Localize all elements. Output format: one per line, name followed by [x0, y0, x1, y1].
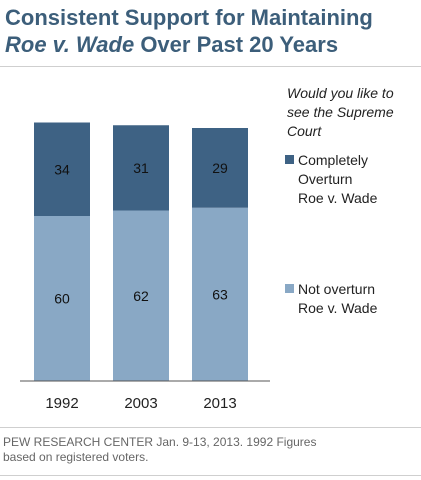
data-label-not-overturn-2013: 63	[212, 286, 228, 302]
data-label-overturn-1992: 34	[54, 161, 70, 177]
x-tick-label-1992: 1992	[45, 395, 78, 412]
chart-title: Consistent Support for Maintaining Roe v…	[5, 4, 417, 58]
data-label-overturn-2003: 31	[133, 160, 149, 176]
x-tick-labels: 1992 2003 2013	[45, 395, 236, 412]
data-label-not-overturn-2003: 62	[133, 288, 149, 304]
legend-question: Would you like to see the Supreme Court	[287, 85, 394, 139]
source-note: PEW RESEARCH CENTER Jan. 9-13, 2013. 199…	[3, 435, 317, 464]
data-label-overturn-2013: 29	[212, 160, 228, 176]
footer-divider	[0, 475, 421, 476]
top-divider	[0, 66, 421, 67]
legend-label-overturn: Completely Overturn Roe v. Wade	[298, 152, 378, 206]
legend-swatch-not-overturn	[285, 284, 294, 293]
bottom-divider	[0, 427, 421, 428]
x-tick-label-2003: 2003	[124, 395, 157, 412]
x-tick-label-2013: 2013	[203, 395, 236, 412]
bar-overturn-2003	[113, 125, 169, 211]
legend-label-not-overturn: Not overturn Roe v. Wade	[298, 281, 378, 316]
bar-not-overturn-2013	[192, 207, 248, 381]
bar-overturn-1992	[34, 122, 90, 216]
bar-not-overturn-2003	[113, 210, 169, 381]
stacked-bar-chart: 60 34 62 31 63 29 1992 2003 2013	[20, 122, 270, 412]
title-line-1: Consistent Support for Maintaining	[5, 5, 373, 30]
bar-not-overturn-1992	[34, 216, 90, 381]
title-line-2: Over Past 20 Years	[134, 32, 339, 57]
legend-swatch-overturn	[285, 155, 294, 164]
bar-overturn-2013	[192, 128, 248, 208]
bars-layer: 60 34 62 31 63 29	[34, 122, 248, 381]
data-label-not-overturn-1992: 60	[54, 291, 70, 307]
title-case-name: Roe v. Wade	[5, 32, 135, 57]
